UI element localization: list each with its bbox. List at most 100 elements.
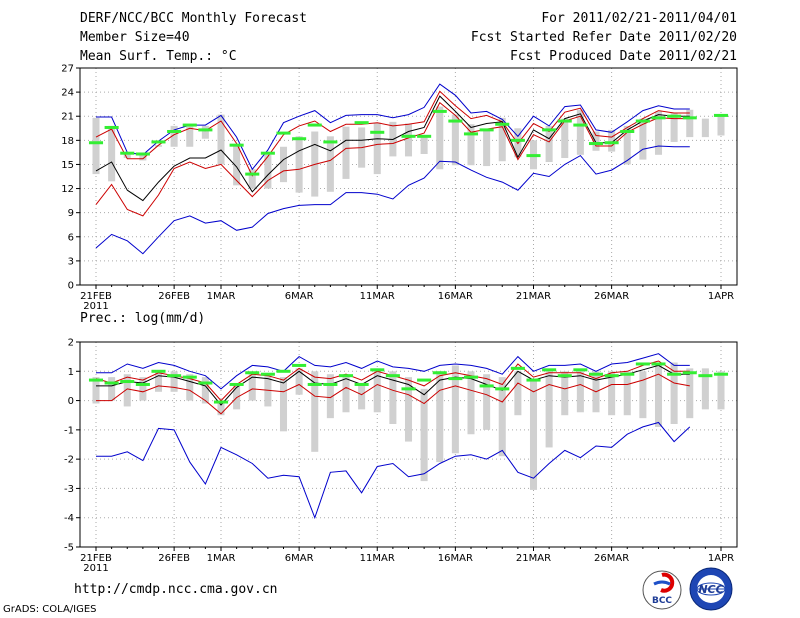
- temp-range-bar: [483, 129, 491, 167]
- temp-range-bar: [498, 117, 506, 162]
- member-size-label: Member Size=40: [80, 30, 190, 45]
- prec-range-bar: [326, 374, 334, 419]
- temp-range-bar: [139, 153, 147, 161]
- temp-range-bar: [608, 129, 616, 152]
- temp-observation-marker: [526, 154, 541, 158]
- prec-observation-marker: [260, 372, 275, 376]
- temp-range-bar: [576, 109, 584, 155]
- temp-observation-marker: [713, 113, 729, 117]
- prec-ytick-label: 2: [68, 338, 74, 349]
- temp-observation-marker: [432, 109, 447, 113]
- temp-line-lower: [95, 101, 690, 217]
- temp-range-bar: [123, 152, 131, 159]
- prec-observation-marker: [667, 372, 682, 376]
- prec-range-bar: [217, 400, 225, 416]
- temp-observation-marker: [260, 151, 275, 155]
- prec-observation-marker: [510, 366, 525, 370]
- prec-plot-frame: [79, 341, 738, 548]
- temp-observation-marker: [635, 119, 650, 123]
- temp-observation-marker: [667, 114, 682, 118]
- prec-range-bar: [717, 371, 725, 410]
- prec-observation-marker: [620, 372, 635, 376]
- prec-range-bar: [545, 371, 553, 448]
- temp-range-bar: [436, 106, 444, 170]
- temp-observation-marker: [167, 129, 182, 133]
- prec-ytick-label: -4: [64, 513, 74, 524]
- prec-line-max: [96, 353, 690, 390]
- temp-range-bar: [264, 154, 272, 189]
- prec-observation-marker: [432, 371, 447, 375]
- prec-observation-marker: [292, 363, 307, 367]
- prec-observation-marker: [88, 378, 104, 382]
- prec-xtick-label: 26MAR: [594, 553, 629, 564]
- prec-xtick-label: 21FEB: [80, 553, 112, 564]
- prec-observation-marker: [542, 368, 557, 372]
- precipitation-chart: -5 -4 -3 -2 -1 0 1 2 21FEB 26FEB 1MAR 6MAR 11MAR 16MA…: [64, 338, 738, 574]
- prec-observation-marker: [167, 374, 182, 378]
- temp-observation-marker: [682, 116, 697, 120]
- temp-xtick-label: 21FEB: [80, 291, 112, 302]
- temp-observation-marker: [104, 125, 119, 129]
- temp-line-upper: [95, 90, 690, 177]
- prec-range-bar: [248, 374, 256, 401]
- temp-range-bar: [623, 125, 631, 165]
- prec-observation-marker: [338, 374, 354, 378]
- temp-observation-marker: [323, 140, 338, 144]
- prec-range-bar: [389, 371, 397, 424]
- prec-range-bar: [358, 383, 366, 410]
- temp-xtick-label: 1APR: [708, 291, 734, 302]
- prec-observation-marker: [182, 375, 197, 379]
- prec-ytick-label: -3: [64, 484, 74, 495]
- prec-observation-marker: [604, 374, 619, 378]
- produced-date: Fcst Produced Date 2011/02/21: [510, 49, 737, 64]
- prec-range-bar: [311, 371, 319, 452]
- temp-observation-marker: [417, 134, 432, 138]
- temp-range-bar: [451, 114, 459, 166]
- temp-xtick-label: 26MAR: [594, 291, 629, 302]
- prec-observation-marker: [417, 378, 432, 382]
- temperature-chart: 0 3 6 9 12 15 18 21 24 27 21FEB 26FEB 1MAR 6MAR 11MAR 1…: [61, 64, 738, 312]
- bcc-logo: BCC: [642, 570, 682, 610]
- prec-observation-marker: [213, 400, 229, 404]
- temp-range-bar: [717, 114, 725, 136]
- temp-observation-marker: [307, 123, 322, 127]
- prec-range-bar: [498, 377, 506, 457]
- prec-observation-marker: [104, 381, 119, 385]
- temp-ytick-label: 21: [61, 112, 74, 123]
- prec-range-bar: [654, 362, 663, 427]
- prec-line-mean: [96, 364, 690, 406]
- prec-observation-marker: [588, 372, 604, 376]
- prec-observation-marker: [135, 382, 150, 386]
- temp-range-bar: [92, 117, 100, 175]
- temp-ytick-label: 9: [68, 208, 74, 219]
- ncc-logo-text: NCC: [698, 583, 723, 596]
- temp-observation-marker: [135, 152, 150, 156]
- temp-ytick-label: 12: [61, 184, 74, 195]
- prec-observation-marker: [682, 371, 697, 375]
- temp-observation-marker: [448, 119, 463, 123]
- temp-xtick-label: 26FEB: [158, 291, 190, 302]
- prec-xtick-label: 1APR: [708, 553, 734, 564]
- prec-observation-marker: [385, 374, 400, 378]
- temp-range-bar: [639, 118, 647, 160]
- prec-line-min: [96, 421, 691, 520]
- temp-observation-marker: [245, 172, 260, 176]
- prec-xtick-label: 1MAR: [207, 553, 236, 564]
- temp-range-bar: [248, 169, 256, 189]
- prec-range-bar: [576, 371, 584, 413]
- prec-range-bar: [295, 368, 303, 395]
- temp-line-min: [95, 145, 690, 255]
- temp-range-bar: [170, 125, 178, 147]
- temp-range-bar: [201, 125, 209, 139]
- temp-observation-marker: [588, 142, 604, 146]
- prec-observation-marker: [354, 382, 369, 386]
- chart-title: DERF/NCC/BCC Monthly Forecast: [80, 11, 307, 26]
- prec-observation-marker: [276, 369, 291, 373]
- temp-range-bar: [342, 126, 350, 179]
- temp-observation-marker: [198, 128, 213, 132]
- temp-range-bar: [217, 114, 225, 165]
- prec-observation-marker: [573, 368, 588, 372]
- prec-xtick-label: 6MAR: [285, 553, 314, 564]
- temp-ytick-label: 24: [61, 88, 74, 99]
- temp-range-bar: [279, 146, 288, 183]
